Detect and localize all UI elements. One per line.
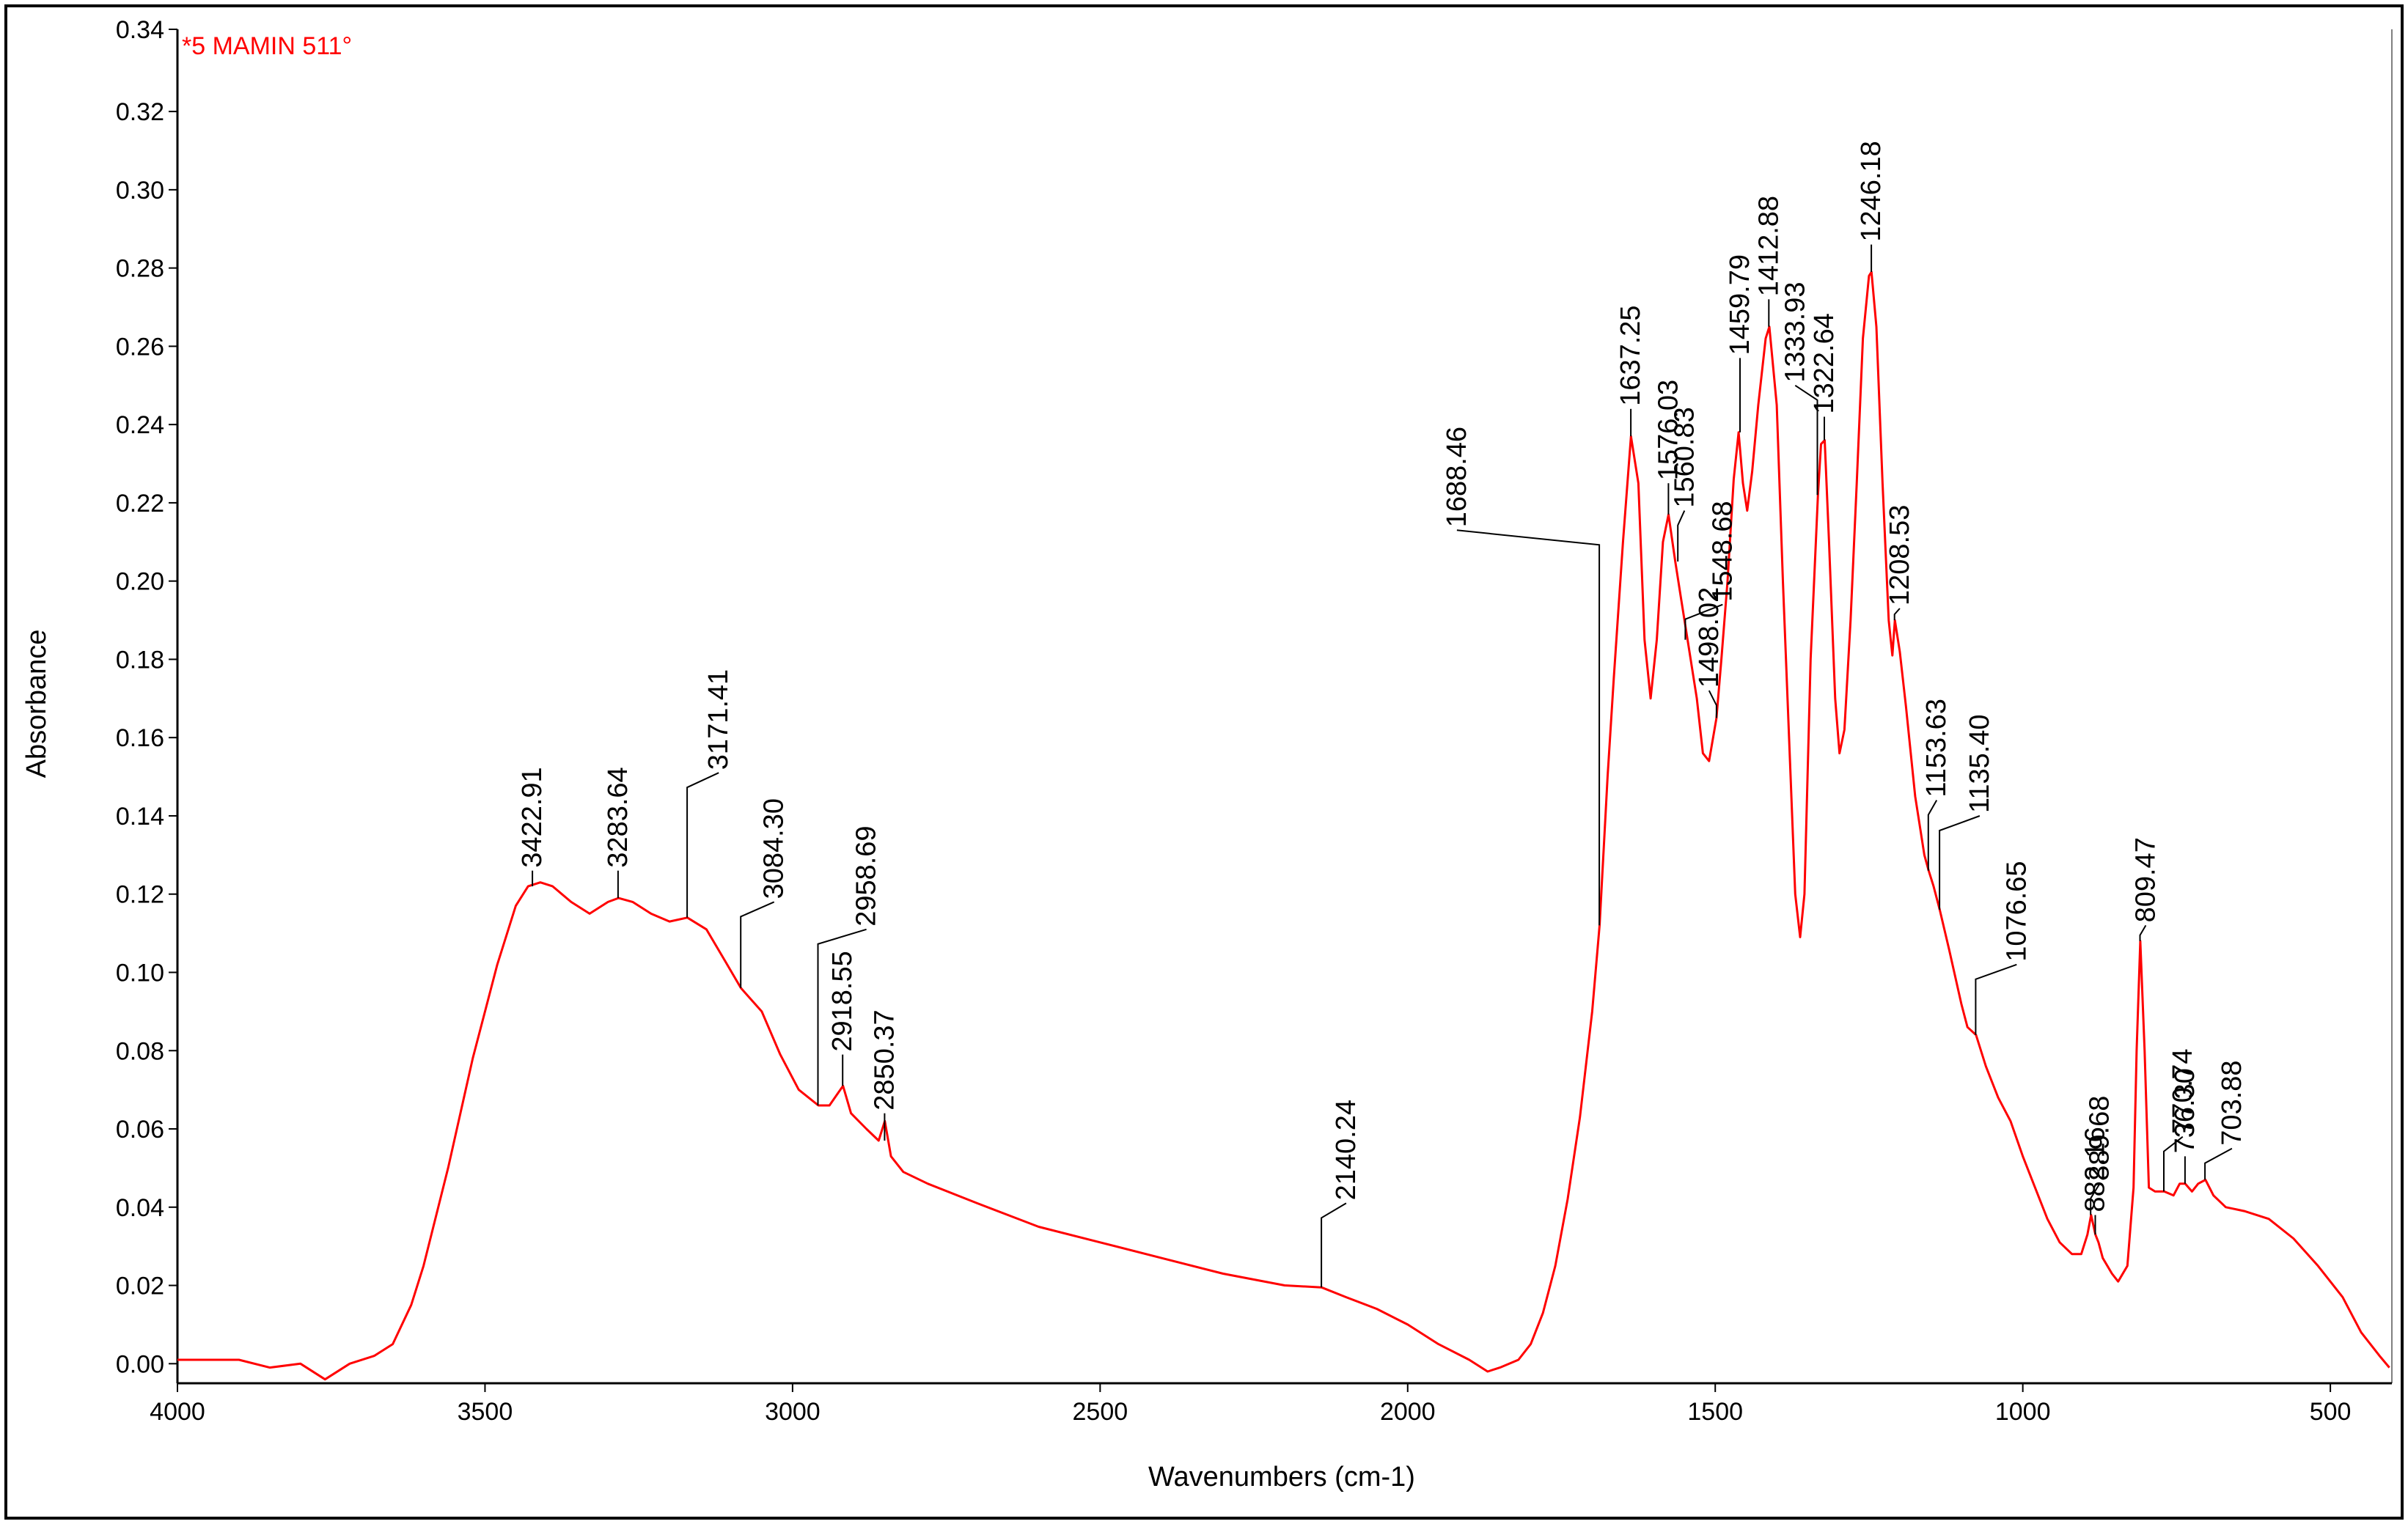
- x-tick-label: 3500: [458, 1398, 513, 1426]
- y-tick-label: 0.30: [116, 177, 164, 205]
- peak-leader-line: [1708, 690, 1717, 718]
- peak-label: 1688.46: [1442, 427, 1472, 527]
- peak-label: 2850.37: [869, 1009, 900, 1110]
- peak-label: 2958.69: [851, 825, 882, 926]
- x-axis-ticks: 4000 3500 3000 2500 2000 1500 1000 500: [150, 1383, 2351, 1426]
- peak-label: 1498.02: [1694, 587, 1725, 688]
- y-tick-label: 0.24: [116, 411, 164, 439]
- series-layer: [177, 270, 2390, 1381]
- peak-leader-line: [740, 901, 775, 988]
- peak-label: 1637.25: [1615, 305, 1646, 405]
- peak-leader-line: [686, 772, 719, 918]
- peak-leader-line: [1893, 608, 1901, 621]
- sample-label: *5 MAMIN 511°: [182, 32, 352, 60]
- peak-label: 1576.03: [1653, 380, 1684, 480]
- peak-label: 3084.30: [759, 798, 790, 899]
- peak-label: 1076.65: [2001, 861, 2032, 961]
- x-tick-label: 1500: [1687, 1398, 1743, 1426]
- peak-label: 770.74: [2167, 1048, 2198, 1133]
- y-tick-label: 0.14: [116, 803, 164, 831]
- peak-leader-line: [1684, 603, 1723, 640]
- peak-leader-line: [1456, 529, 1601, 926]
- peak-leader-line: [2090, 1183, 2101, 1215]
- peak-label: 1322.64: [1809, 313, 1840, 413]
- peak-label: 3422.91: [517, 767, 548, 867]
- peak-label: 1560.83: [1669, 407, 1700, 507]
- peak-leader-line: [1939, 815, 1981, 910]
- y-axis-ticks: 0.00 0.02 0.04 0.06 0.08 0.10 0.12 0.14 0.16 0.18…: [116, 16, 177, 1378]
- peak-label: 3283.64: [603, 767, 634, 867]
- y-tick-label: 0.06: [116, 1116, 164, 1144]
- plot-frame: [176, 29, 2393, 1385]
- y-tick-label: 0.10: [116, 959, 164, 987]
- y-tick-label: 0.18: [116, 646, 164, 674]
- peak-label: 1153.63: [1921, 699, 1952, 798]
- peak-label: 1333.93: [1780, 281, 1810, 382]
- y-tick-label: 0.28: [116, 255, 164, 283]
- peak-leader-line: [1975, 963, 2017, 1035]
- peak-label: 1459.79: [1725, 254, 1755, 355]
- peak-leader-line: [2204, 1147, 2233, 1180]
- y-tick-label: 0.32: [116, 98, 164, 126]
- peak-label: 1135.40: [1964, 714, 1995, 813]
- peak-label: 736.30: [2170, 1068, 2200, 1153]
- peak-labels-layer: 3422.91 3283.64 3171.41 3084.30 2958.69 2918.…: [517, 141, 2247, 1288]
- peak-label: 2918.55: [827, 951, 858, 1051]
- peak-leader-line: [817, 928, 867, 1105]
- peak-label: 882.16: [2080, 1127, 2111, 1212]
- y-tick-label: 0.00: [116, 1350, 164, 1378]
- y-tick-label: 0.08: [116, 1037, 164, 1065]
- peak-label: 1208.53: [1884, 505, 1915, 605]
- peak-leader-line: [2163, 1135, 2184, 1192]
- x-axis-title: Wavenumbers (cm-1): [1148, 1462, 1415, 1492]
- peak-label: 2140.24: [1331, 1100, 1362, 1200]
- y-tick-label: 0.26: [116, 333, 164, 361]
- peak-label: 809.47: [2130, 837, 2161, 922]
- peak-label: 1412.88: [1753, 196, 1784, 296]
- peak-leader-line: [1321, 1202, 1347, 1288]
- peak-leader-line: [1677, 510, 1686, 562]
- y-tick-label: 0.12: [116, 881, 164, 909]
- x-tick-label: 500: [2310, 1398, 2352, 1426]
- x-tick-label: 1000: [1995, 1398, 2051, 1426]
- peak-leader-line: [1927, 800, 1938, 871]
- peak-leader-line: [2139, 924, 2147, 941]
- y-tick-label: 0.22: [116, 490, 164, 518]
- y-tick-label: 0.02: [116, 1273, 164, 1300]
- y-tick-label: 0.16: [116, 724, 164, 752]
- peak-label: 1246.18: [1856, 141, 1887, 241]
- peak-label: 703.88: [2217, 1060, 2247, 1145]
- x-tick-label: 3000: [765, 1398, 821, 1426]
- x-tick-label: 2000: [1380, 1398, 1436, 1426]
- x-tick-label: 4000: [150, 1398, 205, 1426]
- y-tick-label: 0.04: [116, 1194, 164, 1222]
- y-tick-label: 0.34: [116, 16, 164, 44]
- chart-outer-border: [4, 4, 2404, 1520]
- peak-label: 1548.68: [1707, 501, 1738, 601]
- y-tick-label: 0.20: [116, 568, 164, 596]
- peak-label: 3171.41: [703, 669, 734, 770]
- x-tick-label: 2500: [1073, 1398, 1128, 1426]
- peak-leader-line: [1794, 384, 1818, 496]
- y-axis-title: Absorbance: [21, 630, 52, 778]
- peak-label: 889.68: [2085, 1096, 2115, 1181]
- spectrum-line: [177, 270, 2390, 1381]
